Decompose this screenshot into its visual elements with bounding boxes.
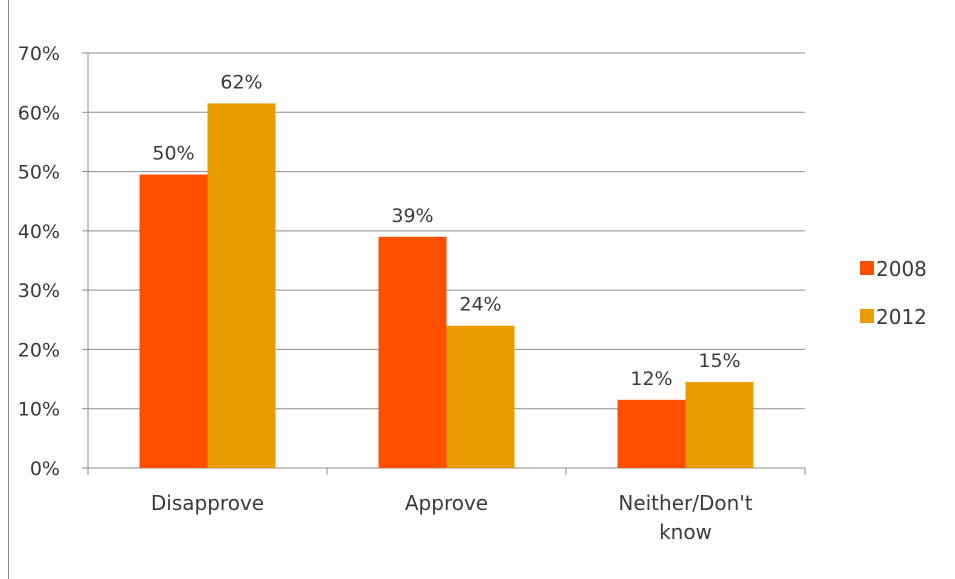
legend-label: 2008 <box>876 257 927 281</box>
data-label: 24% <box>459 294 501 316</box>
data-label: 62% <box>220 71 262 93</box>
bar-2008 <box>139 174 208 469</box>
data-label: 15% <box>698 350 740 372</box>
x-category-label: Neither/Don't know <box>618 491 752 544</box>
y-tick-label: 10% <box>18 399 60 421</box>
legend-swatch-2008 <box>860 261 874 275</box>
bar-2012 <box>446 325 515 468</box>
y-tick-label: 40% <box>18 221 60 243</box>
legend-swatch-2012 <box>860 309 874 323</box>
data-label: 39% <box>391 205 433 227</box>
bar-2008 <box>617 399 686 468</box>
y-tick-label: 20% <box>18 339 60 361</box>
x-category-label: Disapprove <box>151 491 264 515</box>
bars <box>139 103 754 469</box>
x-category-label: Approve <box>405 491 488 515</box>
y-tick-label: 60% <box>18 102 60 124</box>
legend: 2008 2012 <box>860 257 927 329</box>
y-tick-label: 0% <box>30 458 60 480</box>
labels: 0% 10% 20% 30% 40% 50% 60% 70% 50% 62% Disapprove 3… <box>18 43 753 544</box>
chart-border <box>8 0 9 579</box>
y-tick-label: 30% <box>18 280 60 302</box>
bar-2012 <box>685 382 754 468</box>
y-tick-label: 50% <box>18 162 60 184</box>
bar-2012 <box>207 103 276 469</box>
bar-2008 <box>378 236 447 468</box>
y-tick-label: 70% <box>18 43 60 65</box>
legend-label: 2012 <box>876 305 927 329</box>
data-label: 12% <box>630 368 672 390</box>
data-label: 50% <box>152 143 194 165</box>
